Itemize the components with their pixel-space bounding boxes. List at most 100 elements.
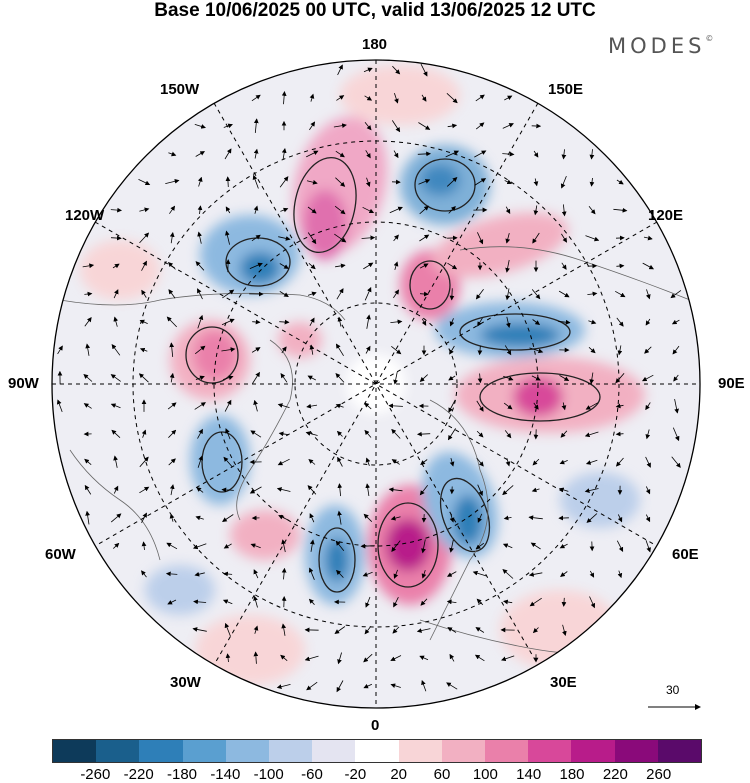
colorbar-tick-label: 20 xyxy=(390,766,407,783)
wind-vector xyxy=(448,399,456,413)
wind-vector xyxy=(615,431,624,437)
wind-vector xyxy=(169,372,175,383)
wind-vector xyxy=(281,346,287,354)
lon-label-120w: 120W xyxy=(65,207,105,224)
wind-vector xyxy=(502,151,515,157)
wind-vector xyxy=(475,627,485,633)
colorbar-tick-label: 180 xyxy=(559,766,585,783)
wind-vector xyxy=(589,177,595,187)
wind-vector xyxy=(337,456,343,467)
wind-vector xyxy=(83,403,92,409)
wind-vector xyxy=(419,485,429,496)
wind-vector xyxy=(197,231,202,244)
wind-vector xyxy=(196,487,204,493)
wind-vector xyxy=(337,652,342,665)
colorbar-swatch xyxy=(657,740,702,762)
wind-vector xyxy=(448,375,456,381)
wind-vector xyxy=(502,123,514,129)
wind-vector xyxy=(253,625,259,634)
wind-vector xyxy=(615,290,626,298)
wind-vector xyxy=(474,150,487,158)
colorbar-swatch xyxy=(139,740,183,762)
wind-vector xyxy=(561,204,567,217)
wind-vector xyxy=(281,91,287,105)
wind-vector xyxy=(364,429,372,438)
wind-vector xyxy=(420,598,428,606)
wind-vector xyxy=(279,291,289,298)
wind-vector xyxy=(280,207,289,213)
wind-vector xyxy=(419,234,430,242)
wind-vector xyxy=(588,347,596,354)
logo-mark: © xyxy=(705,34,714,43)
wind-vector xyxy=(197,455,203,468)
wind-vector xyxy=(502,568,514,579)
wind-vector xyxy=(362,206,375,214)
wind-vector xyxy=(309,317,315,326)
map-boundary xyxy=(51,59,701,709)
wind-vector xyxy=(223,543,232,549)
wind-vector xyxy=(141,541,147,550)
wind-vector xyxy=(477,513,483,523)
wind-vector xyxy=(533,178,539,187)
wind-vector xyxy=(336,569,344,578)
wind-vector xyxy=(307,206,317,214)
wind-vector xyxy=(584,431,599,438)
wind-vector xyxy=(589,149,595,160)
wind-vector xyxy=(393,234,399,242)
wind-vector xyxy=(561,262,567,270)
wind-vector xyxy=(84,317,92,327)
wind-vector xyxy=(364,95,373,101)
wind-vector xyxy=(472,570,487,577)
lon-label-90e: 90E xyxy=(718,375,745,392)
colorbar-swatch xyxy=(398,740,442,762)
graticule xyxy=(52,60,700,708)
wind-vector xyxy=(110,403,121,409)
wind-vector xyxy=(528,515,543,521)
wind-vector xyxy=(224,230,230,245)
wind-vector xyxy=(83,373,93,382)
wind-vector xyxy=(388,487,403,493)
colorbar-swatch xyxy=(485,740,529,762)
wind-vector xyxy=(113,289,119,299)
wind-vector xyxy=(390,683,401,688)
wind-vector xyxy=(589,570,595,578)
wind-vector xyxy=(279,263,289,269)
wind-vector xyxy=(447,571,457,577)
wind-vector xyxy=(561,402,567,411)
wind-vector xyxy=(225,653,231,663)
wind-vector xyxy=(390,655,402,661)
wind-vector xyxy=(417,151,431,157)
wind-vector xyxy=(110,207,122,213)
wind-vector xyxy=(559,543,568,549)
wind-vector xyxy=(447,123,458,129)
colorbar-tick-label: -140 xyxy=(210,766,241,783)
lon-label-150w: 150W xyxy=(160,81,200,98)
map-title: Base 10/06/2025 00 UTC, valid 13/06/2025… xyxy=(154,0,596,21)
wind-vector xyxy=(140,570,147,578)
wind-vector xyxy=(505,259,510,273)
wind-vector xyxy=(169,484,175,496)
wind-vector xyxy=(57,345,63,355)
wind-vector xyxy=(642,262,655,270)
colorbar-tick-label: -260 xyxy=(80,766,111,783)
wind-vector xyxy=(304,655,319,662)
wind-vector xyxy=(393,150,399,159)
wind-vector xyxy=(197,288,203,300)
wind-vector xyxy=(505,288,511,301)
wind-vector xyxy=(306,150,319,158)
wind-vector xyxy=(309,93,315,102)
wind-vector xyxy=(419,263,429,269)
wind-vector xyxy=(532,232,540,244)
wind-vector xyxy=(532,319,541,325)
wind-vector xyxy=(531,487,540,493)
wind-vector xyxy=(416,628,431,633)
wind-vector xyxy=(504,430,512,439)
colorbar-swatch xyxy=(571,740,615,762)
wind-vector xyxy=(281,539,286,553)
wind-vector xyxy=(391,428,401,439)
wind-vector xyxy=(195,261,205,271)
wind-vector xyxy=(671,456,681,468)
wind-vector xyxy=(477,317,483,327)
wind-vector xyxy=(388,403,403,409)
wind-vector xyxy=(477,484,483,497)
